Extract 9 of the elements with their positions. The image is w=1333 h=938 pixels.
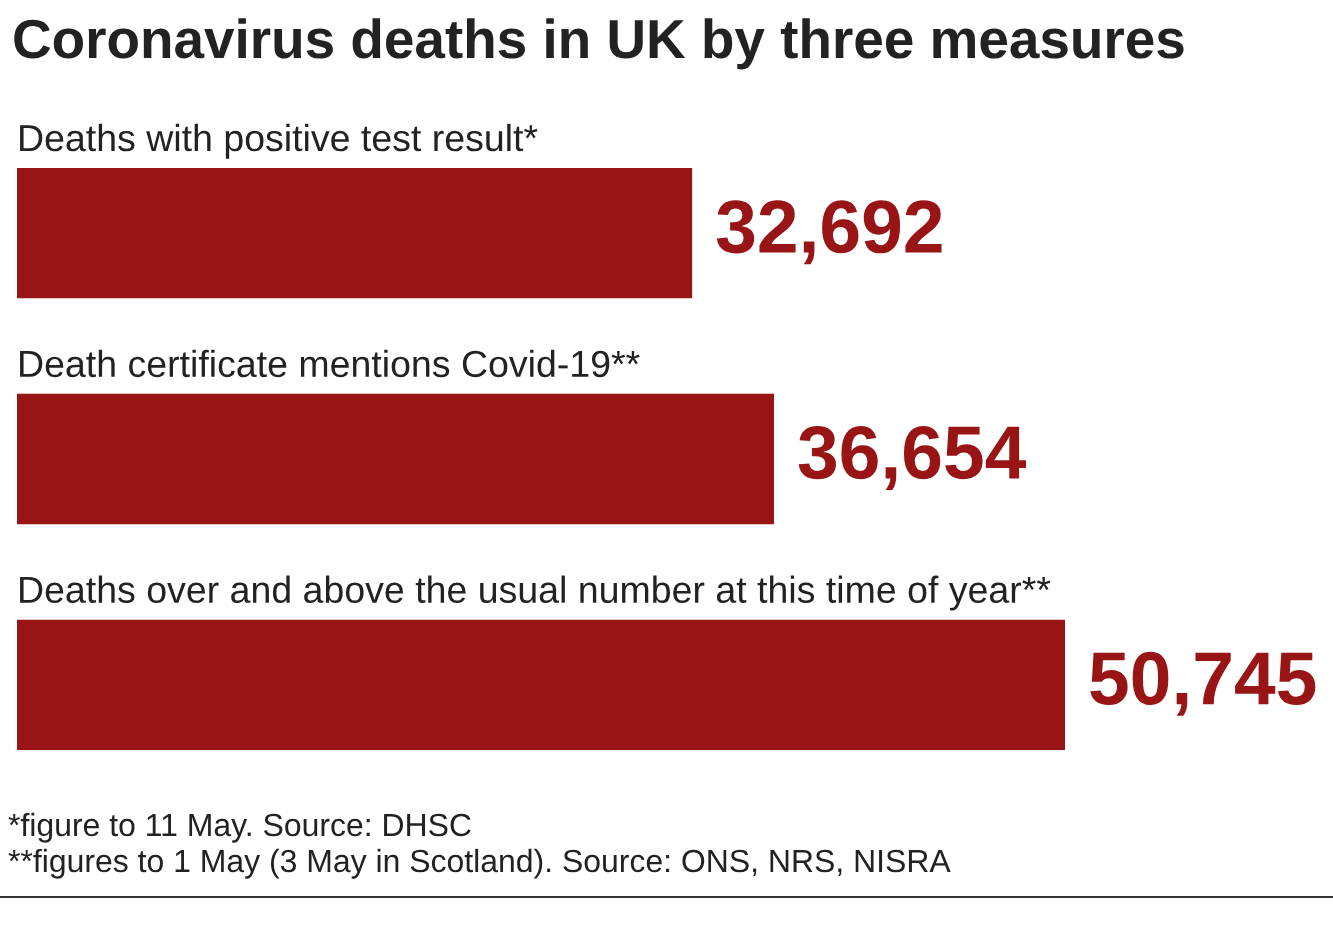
text: *figure to 11 May. Source: DHSC bbox=[8, 812, 471, 843]
chart-title: Coronavirus deaths in UK by three measures bbox=[14, 18, 1184, 70]
data-label: 36,654 bbox=[798, 426, 1026, 491]
text: **figures to 1 May (3 May in Scotland). Source: ONS, NRS, NISRA bbox=[8, 848, 951, 879]
data-label: 32,692 bbox=[716, 200, 942, 265]
data-label: 50,745 bbox=[1090, 651, 1316, 716]
y-tick-label: Deaths over and above the usual number at this time of year** bbox=[20, 575, 1051, 611]
y-tick-label: Deaths with positive test result* bbox=[20, 123, 538, 159]
y-tick-label: Death certificate mentions Covid-19** bbox=[20, 349, 640, 378]
